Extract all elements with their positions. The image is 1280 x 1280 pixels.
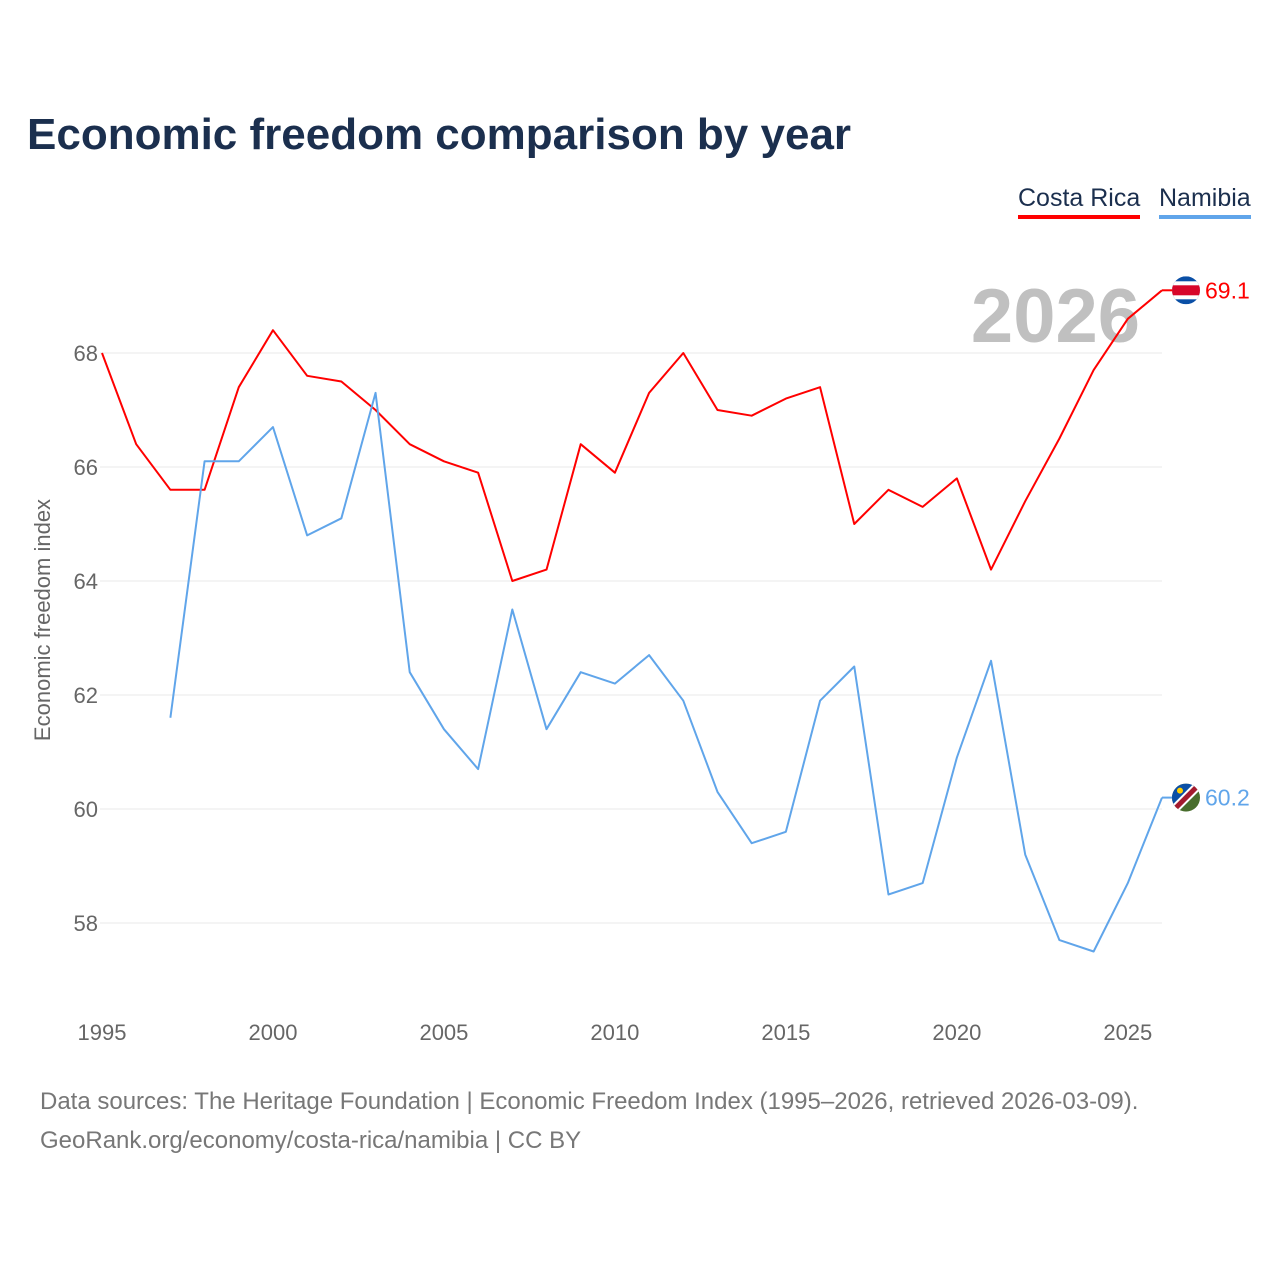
x-tick-label: 2025 [1103, 1020, 1152, 1045]
flag-body [1172, 276, 1200, 305]
y-axis-label: Economic freedom index [30, 499, 55, 741]
y-tick-label: 60 [74, 797, 98, 822]
y-tick-label: 66 [74, 455, 98, 480]
chart-title: Economic freedom comparison by year [27, 110, 852, 159]
x-tick-label: 2015 [761, 1020, 810, 1045]
flag-sun [1177, 787, 1183, 794]
y-tick-label: 58 [74, 911, 98, 936]
x-tick-label: 2010 [590, 1020, 639, 1045]
x-tick-label: 1995 [78, 1020, 127, 1045]
end-value-label: 60.2 [1205, 785, 1250, 811]
legend-namibia[interactable]: Namibia [1159, 184, 1251, 219]
x-tick-label: 2020 [932, 1020, 981, 1045]
flag-body [1172, 783, 1200, 812]
x-tick-label: 2005 [419, 1020, 468, 1045]
footer-attribution: GeoRank.org/economy/costa-rica/namibia |… [40, 1127, 582, 1154]
flag-red [1172, 285, 1200, 296]
footer-sources: Data sources: The Heritage Foundation | … [40, 1088, 1139, 1115]
x-tick-label: 2000 [248, 1020, 297, 1045]
y-tick-label: 62 [74, 683, 98, 708]
end-value-label: 69.1 [1205, 277, 1250, 303]
namibia-flag-icon [1172, 783, 1200, 812]
y-tick-label: 64 [74, 569, 98, 594]
year-watermark: 2026 [971, 274, 1140, 359]
y-tick-label: 68 [74, 341, 98, 366]
costa-rica-flag-icon [1172, 276, 1200, 305]
series-line-costa-rica [101, 289, 1163, 582]
series-line-namibia [169, 391, 1163, 953]
legend-costa-rica[interactable]: Costa Rica [1018, 184, 1141, 219]
